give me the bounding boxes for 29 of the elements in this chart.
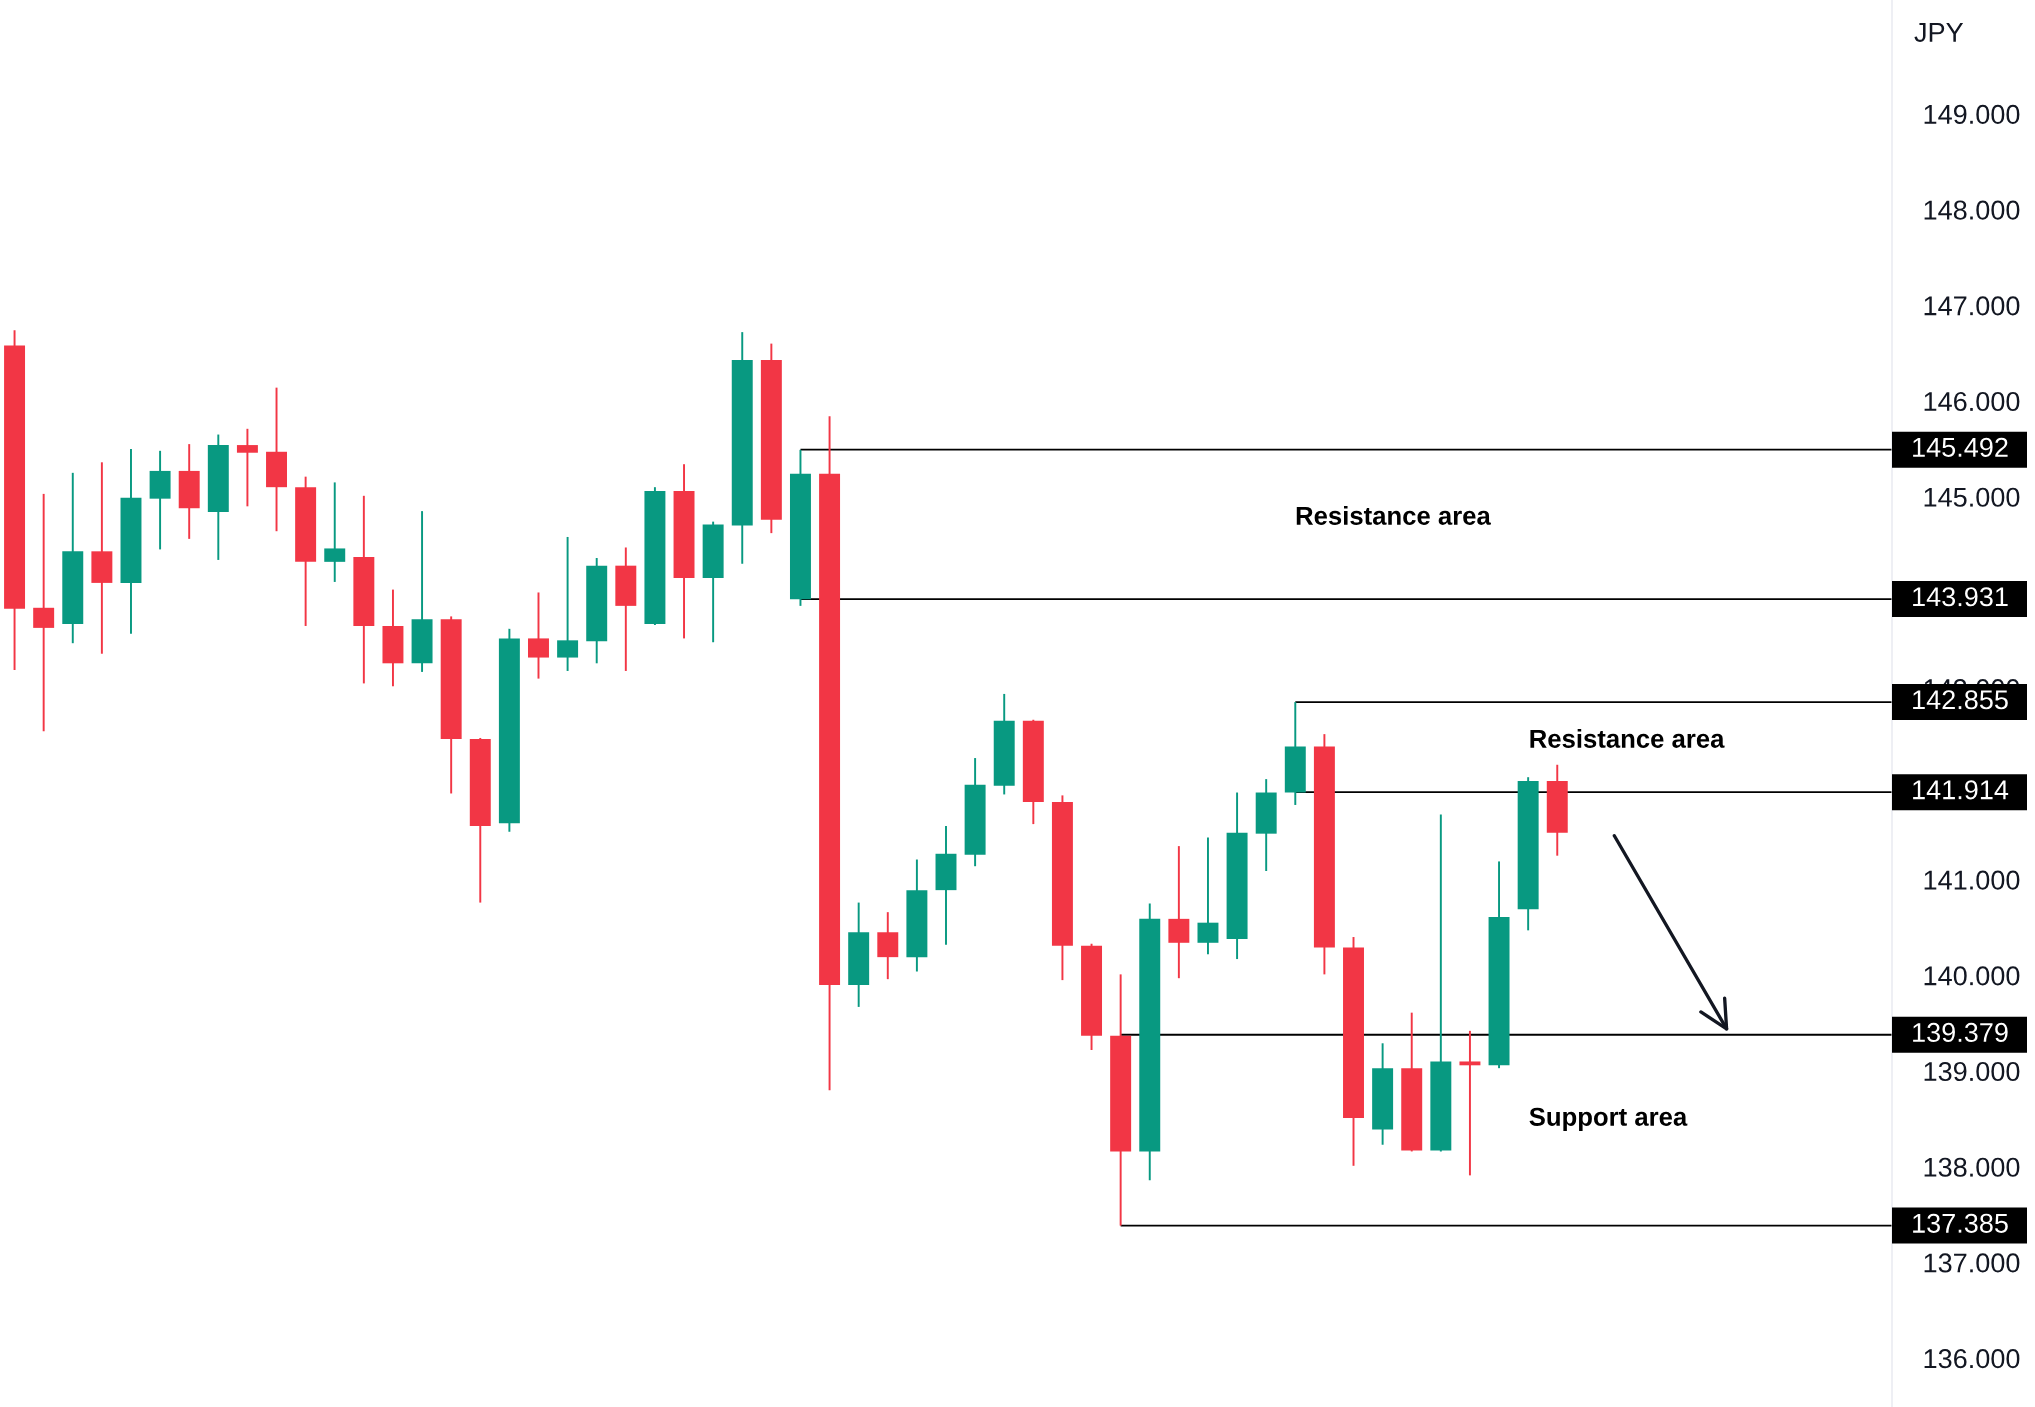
ref-line-label: 143.931	[1913, 587, 2008, 607]
candlestick	[33, 492, 55, 733]
ref-line-label: 142.855	[1913, 690, 2008, 710]
candlestick	[557, 535, 579, 672]
y-axis-title: JPY	[1914, 22, 1964, 42]
annotation: Resistance area	[1296, 506, 1491, 525]
y-tick-label: 139.000	[1924, 1061, 2020, 1082]
ref-line-label: 139.379	[1913, 1022, 2008, 1043]
y-tick-label: 140.000	[1924, 966, 2020, 986]
candlestick	[1459, 1029, 1481, 1177]
candlestick	[236, 427, 258, 508]
annotation: Support area	[1529, 1107, 1688, 1131]
y-tick-label: 145.000	[1924, 487, 2020, 507]
y-tick-label: 146.000	[1924, 391, 2020, 412]
ref-line-label: 145.492	[1913, 437, 2008, 457]
candlestick	[1197, 836, 1219, 956]
candlestick	[324, 481, 346, 583]
annotation: Resistance area	[1530, 729, 1725, 748]
ref-line-label: 141.914	[1913, 780, 2009, 800]
y-tick-label: 148.000	[1924, 200, 2020, 220]
candlestick	[1168, 845, 1190, 980]
y-tick-label: 141.000	[1924, 870, 2020, 890]
candlestick	[528, 591, 549, 680]
y-tick-label: 149.000	[1924, 104, 2020, 124]
y-tick-label: 137.000	[1924, 1253, 2020, 1273]
y-tick-label: 147.000	[1924, 296, 2020, 316]
ref-line-label: 137.385	[1913, 1213, 2008, 1233]
y-tick-label: 138.000	[1924, 1157, 2020, 1177]
y-tick-label: 136.000	[1924, 1349, 2020, 1369]
